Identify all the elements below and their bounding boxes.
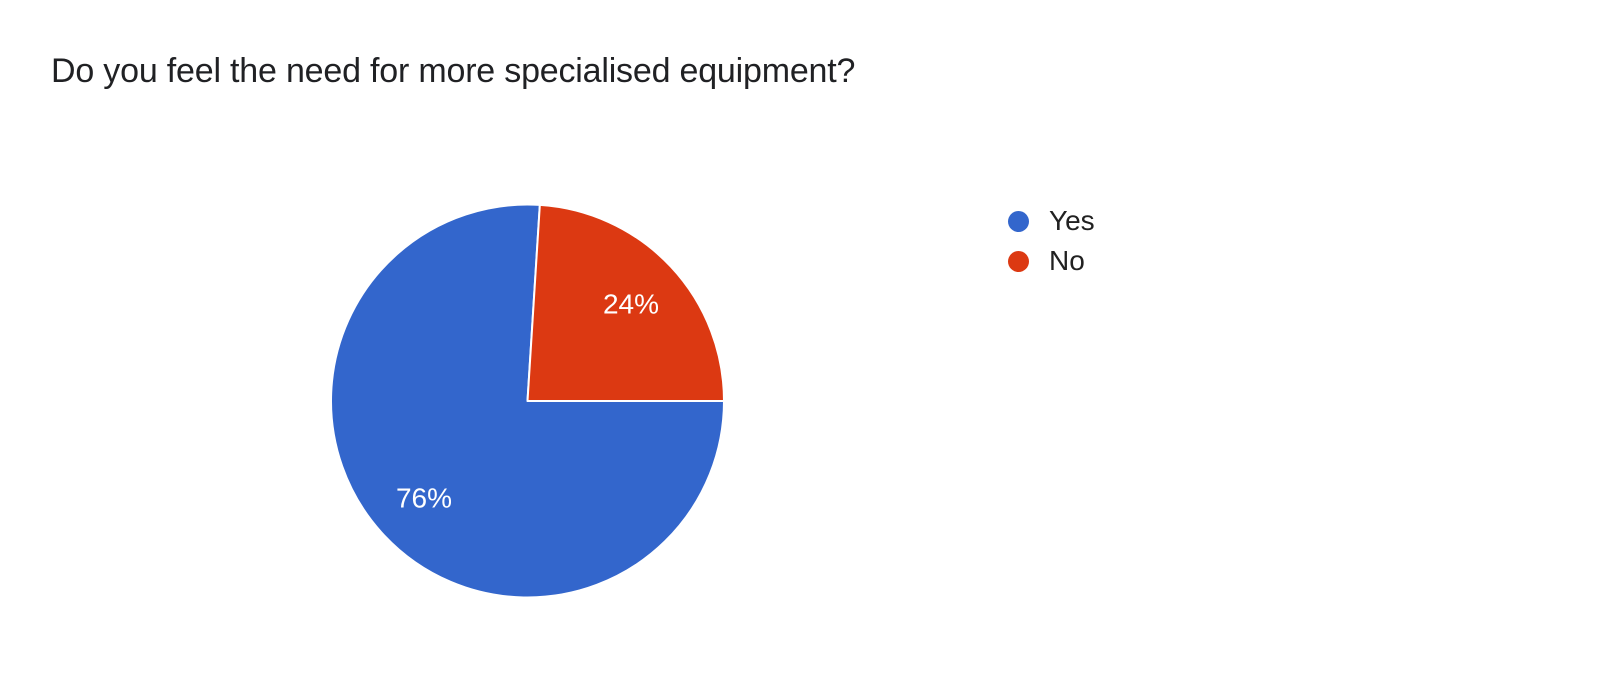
legend-label-yes: Yes xyxy=(1049,205,1095,236)
pie-slice-yes xyxy=(330,203,725,599)
legend-item-yes: Yes xyxy=(1008,201,1095,241)
pie-slice-percentage-label: 76% xyxy=(396,483,452,514)
legend: Yes No xyxy=(1008,201,1095,281)
question-title: Do you feel the need for more specialise… xyxy=(51,52,856,90)
pie-slice-percentage-label: 24% xyxy=(603,288,659,319)
legend-item-no: No xyxy=(1008,241,1095,281)
pie-slice-no xyxy=(526,203,725,402)
legend-swatch-yes-icon xyxy=(1008,210,1029,232)
legend-swatch-no-icon xyxy=(1008,250,1029,272)
pie-chart: 76% 24% xyxy=(330,203,725,599)
legend-label-no: No xyxy=(1049,245,1085,276)
